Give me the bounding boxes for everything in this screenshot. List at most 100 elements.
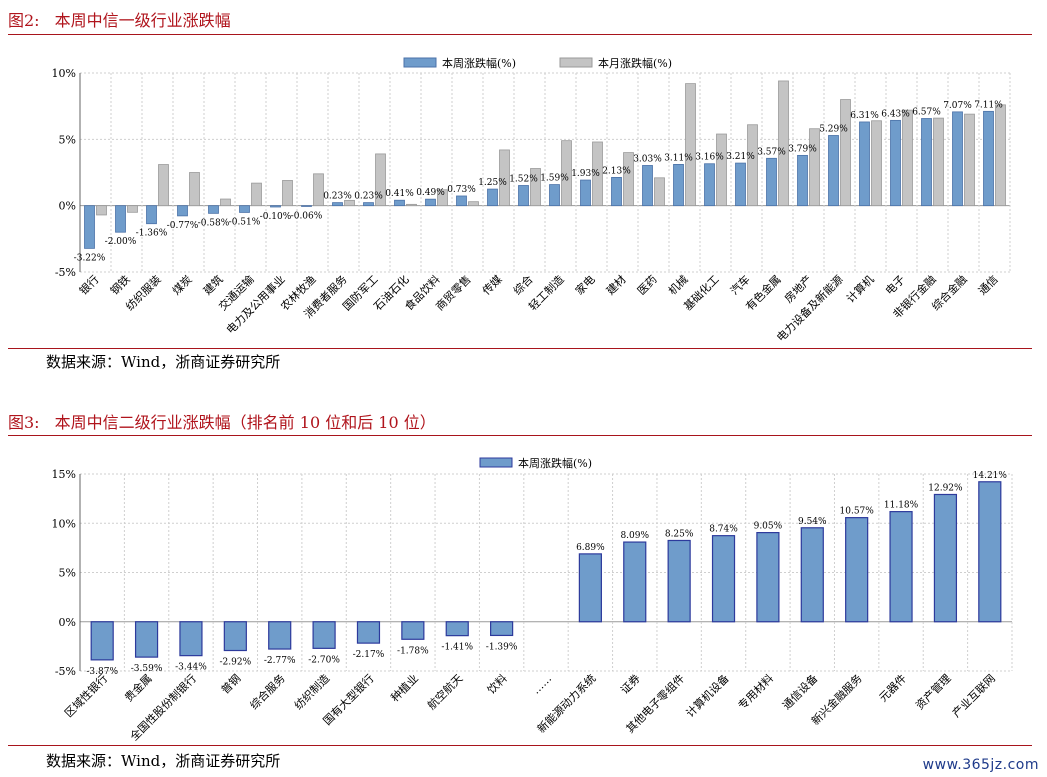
data-label: 0.23% xyxy=(354,192,383,202)
data-label: 10.57% xyxy=(840,507,875,517)
bar-monthly xyxy=(220,198,231,207)
figure-1-title-text: 本周中信一级行业涨跌幅 xyxy=(54,11,231,30)
bar-weekly xyxy=(800,527,824,623)
bar-weekly xyxy=(425,198,436,207)
x-category-label: 区域性银行 xyxy=(62,671,111,720)
bar-weekly xyxy=(208,205,219,214)
data-label: 3.16% xyxy=(695,153,724,163)
bar-monthly xyxy=(468,201,479,207)
data-label: 0.41% xyxy=(385,189,414,199)
bar-weekly xyxy=(356,621,381,644)
data-label: -0.77% xyxy=(167,221,199,231)
data-label: 5.29% xyxy=(819,124,848,134)
data-label: -0.06% xyxy=(291,211,323,221)
data-label: -3.87% xyxy=(86,667,118,677)
bar-weekly xyxy=(134,621,159,658)
x-category-label: 通信 xyxy=(976,273,1001,298)
bar-weekly xyxy=(766,157,777,207)
bar-weekly xyxy=(828,135,839,207)
figure-1-source: 数据来源：Wind，浙商证券研究所 xyxy=(46,353,281,371)
bar-weekly xyxy=(312,621,336,649)
x-category-label: 建材 xyxy=(603,272,628,297)
bar-weekly xyxy=(673,164,684,207)
x-category-label: 传媒 xyxy=(480,273,505,298)
data-label: -3.44% xyxy=(175,663,207,673)
bar-weekly xyxy=(445,621,469,637)
bar-weekly xyxy=(332,202,343,207)
chart-1-legend: 本周涨跌幅(%) 本月涨跌幅(%) xyxy=(403,56,672,70)
bar-monthly xyxy=(995,104,1006,207)
y-tick-label: -5% xyxy=(55,665,76,678)
bar-weekly xyxy=(580,179,591,207)
bar-weekly xyxy=(239,205,250,213)
data-label: 7.07% xyxy=(943,101,972,111)
data-label: 8.25% xyxy=(665,529,694,539)
data-label: 6.57% xyxy=(912,108,941,118)
bar-monthly xyxy=(592,141,603,207)
data-label: 1.59% xyxy=(540,174,569,184)
data-label: 2.13% xyxy=(602,166,631,176)
data-label: 9.54% xyxy=(798,517,827,527)
data-label: -0.51% xyxy=(229,217,261,227)
data-label: 3.11% xyxy=(664,153,693,163)
legend-swatch-weekly xyxy=(403,57,437,68)
bar-weekly xyxy=(735,162,746,207)
bar-weekly xyxy=(179,621,203,657)
x-category-label: 综合 xyxy=(510,272,535,297)
figure-2-source: 数据来源：Wind，浙商证券研究所 xyxy=(46,752,281,770)
bar-monthly xyxy=(406,203,417,207)
bar-weekly xyxy=(933,493,958,623)
data-label: 1.25% xyxy=(478,178,507,188)
bar-monthly xyxy=(623,152,634,207)
x-category-label: 普钢 xyxy=(218,671,243,696)
data-label: 11.18% xyxy=(884,501,919,511)
data-label: -0.58% xyxy=(198,218,230,228)
data-label: 14.21% xyxy=(973,471,1008,481)
bar-monthly xyxy=(127,205,138,213)
data-label: -1.39% xyxy=(486,642,518,652)
data-label: 0.49% xyxy=(416,188,445,198)
bar-weekly xyxy=(921,118,932,207)
x-category-label: 煤炭 xyxy=(170,273,195,298)
bar-weekly xyxy=(487,188,498,207)
bar-monthly xyxy=(840,99,851,207)
bar-weekly xyxy=(401,621,425,640)
data-label: 3.79% xyxy=(788,144,817,154)
data-label: -2.70% xyxy=(308,655,340,665)
bar-monthly xyxy=(871,120,882,207)
y-tick-label: 5% xyxy=(59,133,76,146)
x-category-label: …… xyxy=(529,672,554,697)
x-category-label: 专用材料 xyxy=(735,671,776,712)
bar-weekly xyxy=(845,517,869,623)
data-label: 0.23% xyxy=(323,192,352,202)
data-label: -1.41% xyxy=(441,643,473,653)
data-label: -2.00% xyxy=(105,237,137,247)
bar-weekly xyxy=(115,205,126,233)
x-category-label: 银行 xyxy=(76,272,101,297)
bar-monthly xyxy=(933,117,944,207)
bar-weekly xyxy=(797,154,808,207)
bar-weekly xyxy=(983,110,994,207)
data-label: -2.92% xyxy=(220,658,252,668)
legend-label-weekly: 本周涨跌幅(%) xyxy=(518,456,592,470)
legend-label-weekly: 本周涨跌幅(%) xyxy=(442,56,516,70)
x-category-label: 综合服务 xyxy=(247,671,288,712)
bar-monthly xyxy=(654,177,665,207)
x-category-label: 纺织制造 xyxy=(291,671,332,712)
bar-weekly xyxy=(84,205,95,249)
data-label: 1.52% xyxy=(509,175,538,185)
y-tick-label: 0% xyxy=(59,616,76,629)
data-label: 6.89% xyxy=(576,543,605,553)
x-category-label: 贵金属 xyxy=(121,671,154,704)
bar-monthly xyxy=(747,124,758,207)
bar-weekly xyxy=(756,532,780,623)
y-tick-label: 5% xyxy=(59,567,76,580)
data-label: -1.78% xyxy=(397,646,429,656)
bar-monthly xyxy=(344,199,355,207)
data-label: 0.73% xyxy=(447,185,476,195)
figure-1-top-rule xyxy=(8,34,1032,35)
bar-monthly xyxy=(189,172,200,207)
data-label: -3.22% xyxy=(74,253,106,263)
bar-weekly xyxy=(859,121,870,207)
x-category-label: 通信设备 xyxy=(779,671,820,712)
